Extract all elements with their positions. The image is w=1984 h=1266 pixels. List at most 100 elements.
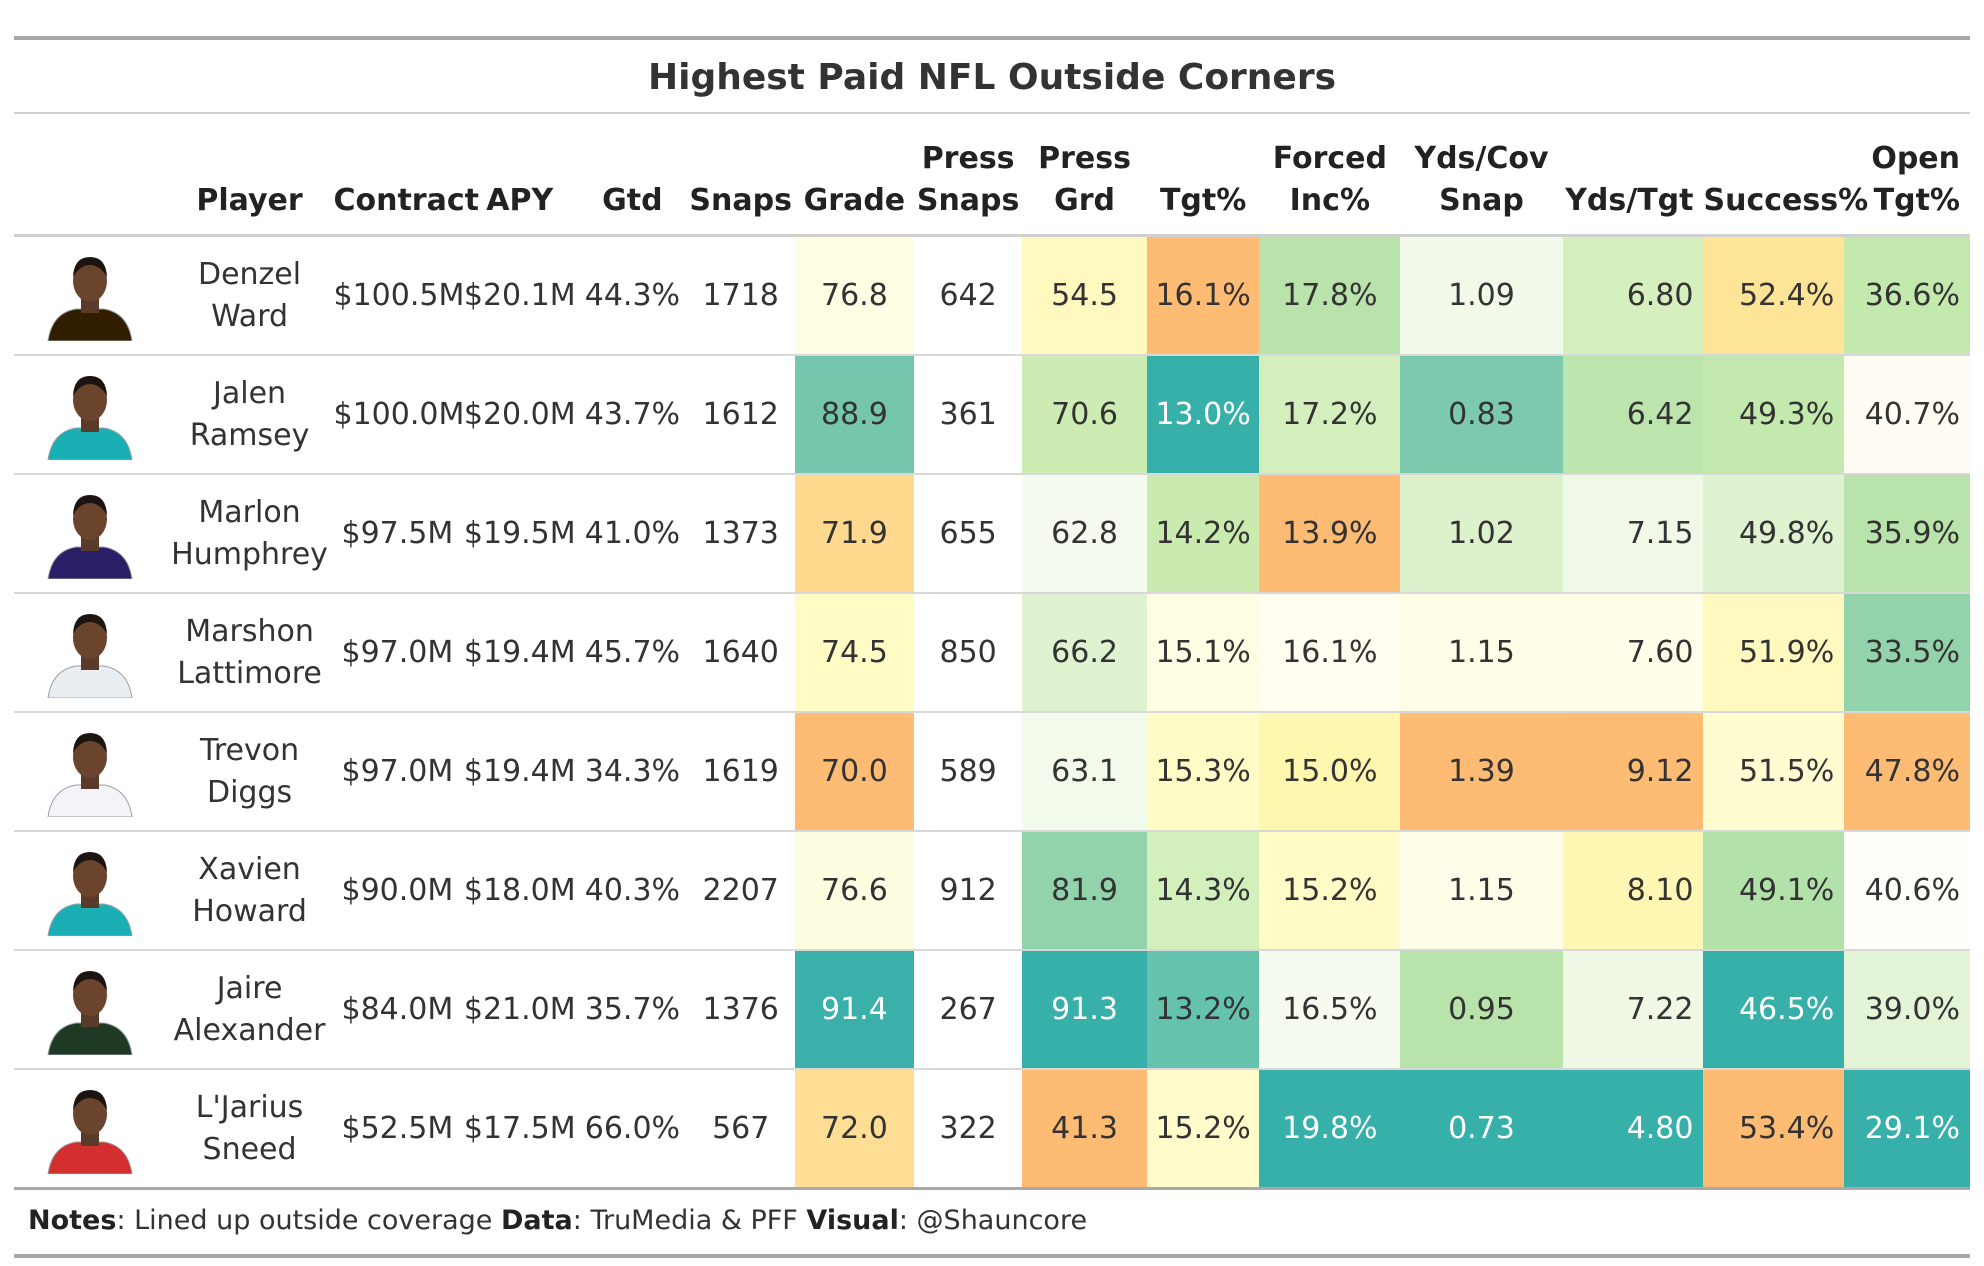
cell-yds-cov-snap: 0.83: [1400, 355, 1563, 474]
cell-player: Jalen Ramsey: [189, 375, 310, 453]
player-headshot: [14, 1069, 166, 1189]
cell-press-grd: 54.5: [1022, 235, 1147, 355]
cell-grade: 71.9: [794, 474, 914, 593]
table-title: Highest Paid NFL Outside Corners: [647, 57, 1337, 98]
cell-apy: $21.0M: [463, 992, 576, 1027]
player-headshot: [14, 355, 166, 474]
table-row: Jaire Alexander $84.0M $21.0M 35.7% 1376 91.4…: [14, 950, 1970, 1069]
cell-press-snaps: 642: [939, 278, 997, 313]
cell-grade: 72.0: [794, 1069, 914, 1189]
cell-yds-tgt: 6.42: [1562, 355, 1704, 474]
cell-gtd: 66.0%: [584, 1111, 681, 1146]
cell-snaps: 2207: [702, 873, 779, 908]
cell-press-grd: 66.2: [1022, 593, 1147, 712]
cell-snaps: 1612: [702, 397, 779, 432]
cell-apy: $19.4M: [463, 635, 576, 670]
cell-grade: 74.5: [794, 593, 914, 712]
data-label: Data: [501, 1205, 573, 1236]
player-headshot: [14, 950, 166, 1069]
cell-gtd: 43.7%: [584, 397, 681, 432]
cell-forced-inc: 17.2%: [1259, 355, 1401, 474]
cell-apy: $18.0M: [463, 873, 576, 908]
header-forced-inc: Forced Inc%: [1272, 141, 1387, 218]
cell-yds-cov-snap: 1.09: [1400, 235, 1563, 355]
cell-yds-tgt: 7.22: [1562, 950, 1704, 1069]
cell-forced-inc: 15.0%: [1259, 712, 1401, 831]
cell-contract: $97.0M: [341, 635, 454, 670]
cell-snaps: 567: [712, 1111, 770, 1146]
cell-forced-inc: 17.8%: [1259, 235, 1401, 355]
cell-success: 49.1%: [1703, 831, 1845, 950]
table-row: Jalen Ramsey $100.0M $20.0M 43.7% 1612 88.9 36…: [14, 355, 1970, 474]
cell-player: Marshon Lattimore: [177, 613, 322, 691]
cell-yds-cov-snap: 1.39: [1400, 712, 1563, 831]
cell-grade: 91.4: [794, 950, 914, 1069]
table-row: L'Jarius Sneed $52.5M $17.5M 66.0% 567 72.0 32…: [14, 1069, 1970, 1189]
cell-tgt: 15.3%: [1146, 712, 1260, 831]
cell-success: 51.9%: [1703, 593, 1845, 712]
cell-gtd: 41.0%: [584, 516, 681, 551]
table-row: Xavien Howard $90.0M $18.0M 40.3% 2207 76.6 91…: [14, 831, 1970, 950]
cell-press-grd: 91.3: [1022, 950, 1147, 1069]
cell-forced-inc: 13.9%: [1259, 474, 1401, 593]
cell-gtd: 45.7%: [584, 635, 681, 670]
cell-yds-tgt: 6.80: [1562, 235, 1704, 355]
cell-open-tgt: 40.7%: [1844, 355, 1970, 474]
cell-player: Jaire Alexander: [173, 970, 326, 1048]
cell-contract: $52.5M: [341, 1111, 454, 1146]
cell-player: Denzel Ward: [197, 256, 302, 334]
cell-press-grd: 70.6: [1022, 355, 1147, 474]
cell-player: Xavien Howard: [192, 851, 307, 929]
cell-forced-inc: 16.1%: [1259, 593, 1401, 712]
cell-open-tgt: 39.0%: [1844, 950, 1970, 1069]
cell-player: Marlon Humphrey: [171, 494, 328, 572]
player-headshot: [14, 474, 166, 593]
player-headshot-image: [47, 970, 133, 1055]
cell-yds-cov-snap: 0.73: [1400, 1069, 1563, 1189]
header-yds-tgt: Yds/Tgt: [1565, 183, 1694, 218]
cell-tgt: 13.2%: [1146, 950, 1260, 1069]
cell-tgt: 14.3%: [1146, 831, 1260, 950]
cell-press-snaps: 589: [939, 754, 997, 789]
table-body: Denzel Ward $100.5M $20.1M 44.3% 1718 76.8 642…: [14, 235, 1970, 1189]
cell-gtd: 34.3%: [584, 754, 681, 789]
header-contract: Contract: [333, 183, 479, 218]
cell-yds-cov-snap: 1.15: [1400, 593, 1563, 712]
cell-snaps: 1373: [702, 516, 779, 551]
cell-tgt: 15.1%: [1146, 593, 1260, 712]
stats-table: Player Contract APY Gtd Snaps Grade Pres…: [14, 114, 1970, 1190]
header-success: Success%: [1703, 183, 1869, 218]
header-player: Player: [196, 183, 303, 218]
header-yds-cov-snap: Yds/Cov Snap: [1414, 141, 1549, 218]
header-apy: APY: [486, 183, 554, 218]
table-container: Highest Paid NFL Outside Corners Player …: [14, 36, 1970, 1258]
player-headshot-image: [47, 256, 133, 341]
player-headshot: [14, 831, 166, 950]
notes-label: Notes: [28, 1205, 117, 1236]
cell-success: 49.3%: [1703, 355, 1845, 474]
cell-success: 52.4%: [1703, 235, 1845, 355]
cell-press-snaps: 361: [939, 397, 997, 432]
cell-forced-inc: 15.2%: [1259, 831, 1401, 950]
cell-grade: 88.9: [794, 355, 914, 474]
cell-press-grd: 62.8: [1022, 474, 1147, 593]
player-headshot-image: [47, 1089, 133, 1174]
cell-open-tgt: 36.6%: [1844, 235, 1970, 355]
cell-apy: $20.1M: [463, 278, 576, 313]
notes-footer: Notes: Lined up outside coverage Data: T…: [14, 1190, 1970, 1254]
cell-press-grd: 63.1: [1022, 712, 1147, 831]
player-headshot-image: [47, 732, 133, 817]
cell-open-tgt: 35.9%: [1844, 474, 1970, 593]
player-headshot-image: [47, 494, 133, 579]
cell-yds-cov-snap: 0.95: [1400, 950, 1563, 1069]
cell-open-tgt: 47.8%: [1844, 712, 1970, 831]
table-row: Denzel Ward $100.5M $20.1M 44.3% 1718 76.8 642…: [14, 235, 1970, 355]
cell-grade: 70.0: [794, 712, 914, 831]
cell-gtd: 44.3%: [584, 278, 681, 313]
cell-contract: $97.5M: [341, 516, 454, 551]
cell-apy: $20.0M: [463, 397, 576, 432]
player-headshot-image: [47, 375, 133, 460]
table-row: Marshon Lattimore $97.0M $19.4M 45.7% 1640 74…: [14, 593, 1970, 712]
header-open-tgt: Open Tgt%: [1871, 141, 1960, 218]
cell-press-grd: 41.3: [1022, 1069, 1147, 1189]
